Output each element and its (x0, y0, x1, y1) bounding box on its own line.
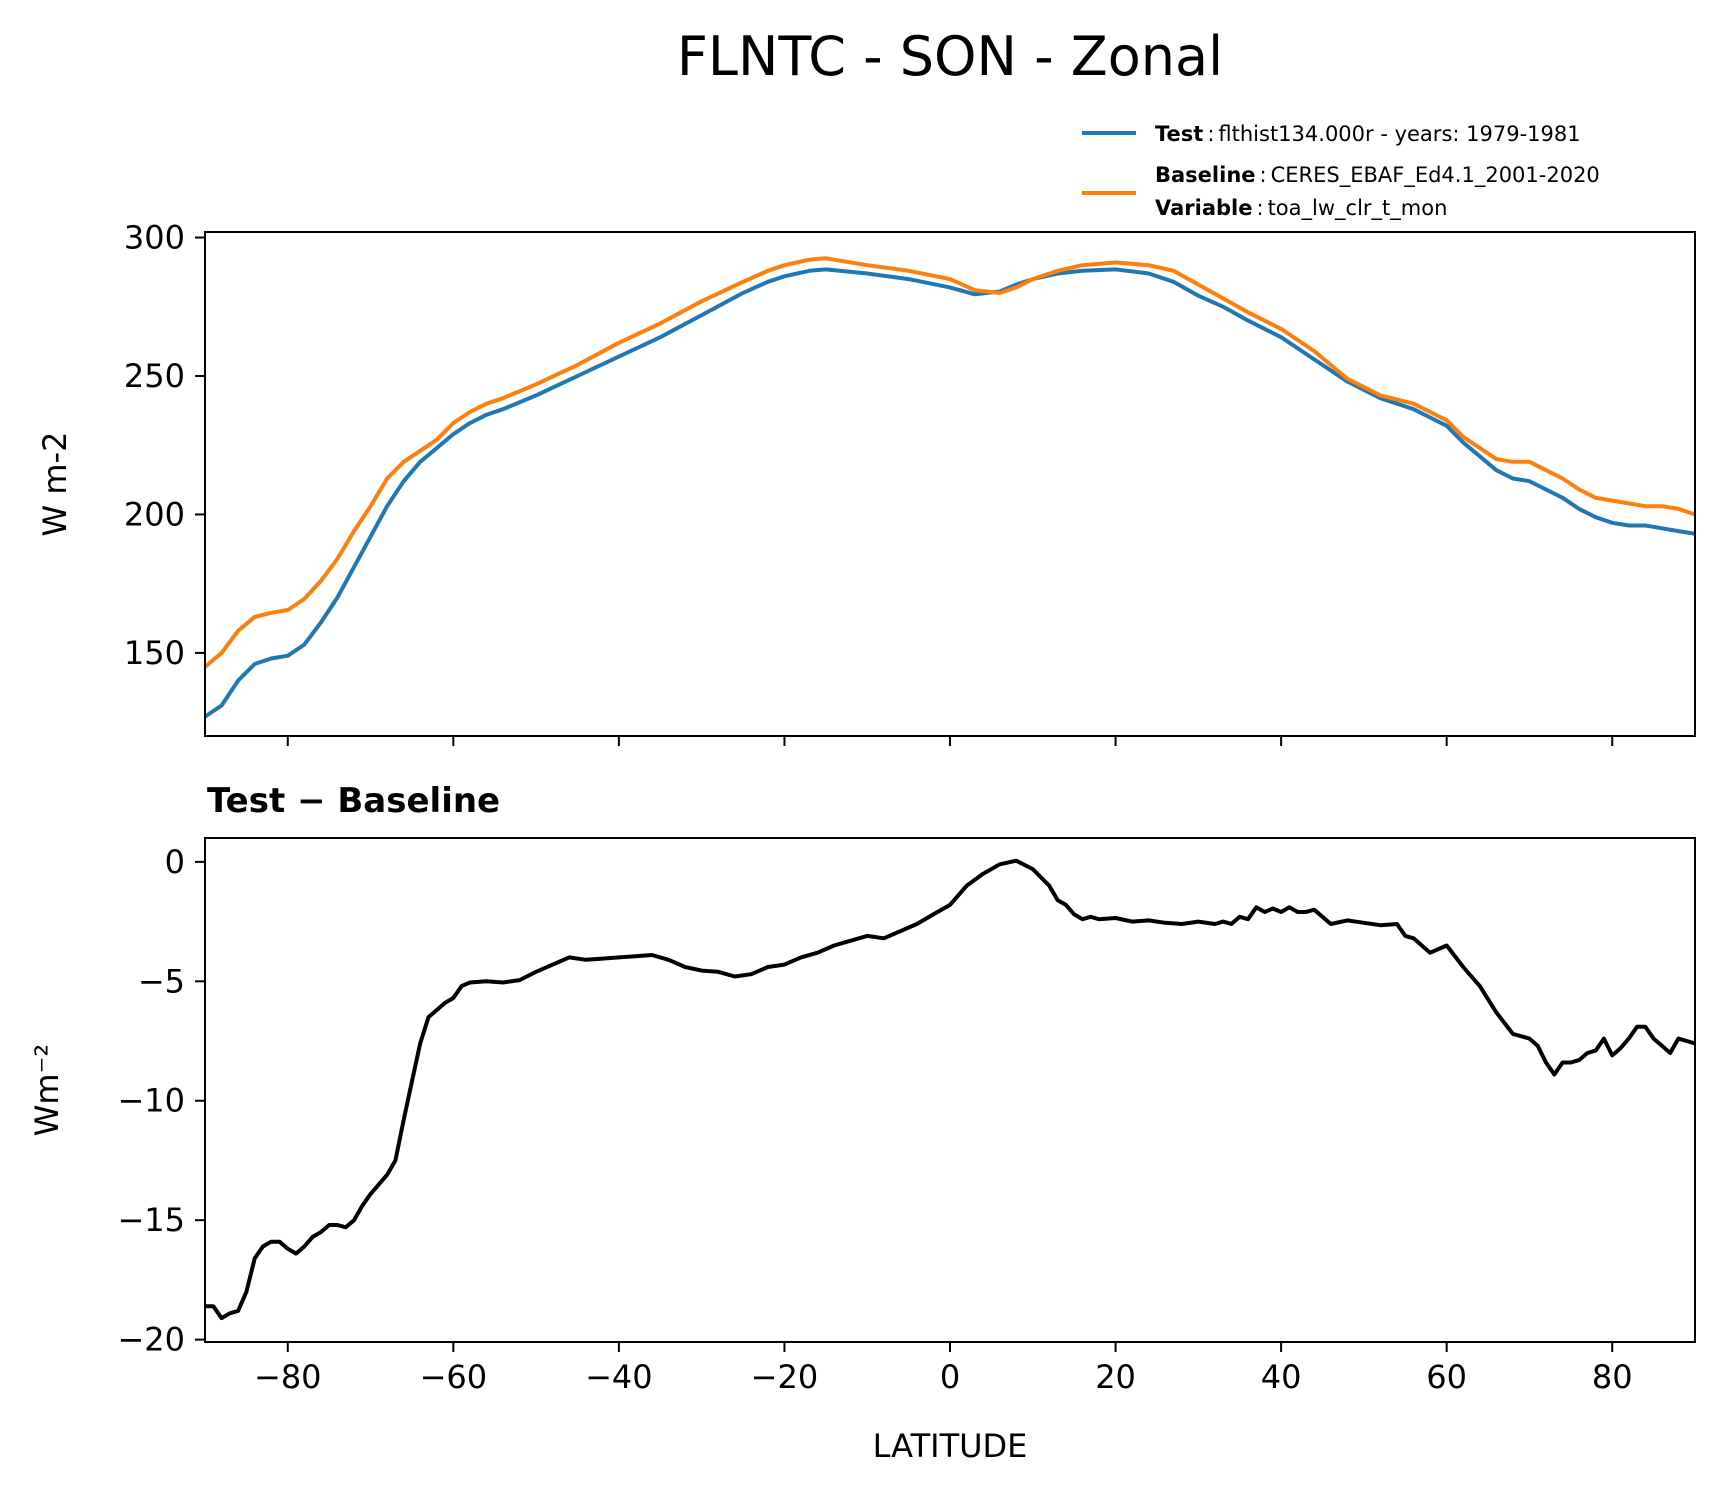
top-series-line-1 (205, 256, 1695, 669)
bottom-y-tick-label: 0 (165, 843, 185, 881)
top-y-axis-label: W m-2 (36, 432, 74, 537)
bottom-y-tick-label: −20 (117, 1321, 185, 1359)
bottom-series-line-0 (205, 858, 1695, 1321)
top-y-tick-label: 200 (124, 495, 185, 533)
bottom-x-ticks: −80 −60 −40 −20 0 20 40 60 80 (254, 1342, 1633, 1396)
top-y-tick-label: 150 (124, 634, 185, 672)
x-axis-label: LATITUDE (873, 1427, 1028, 1465)
legend-entry-baseline: Baseline: CERES_EBAF_Ed4.1_2001-2020 (1155, 163, 1600, 188)
top-series-lines (205, 256, 1695, 719)
x-tick-label: −60 (420, 1358, 488, 1396)
x-tick-label: 80 (1592, 1358, 1633, 1396)
bottom-y-tick-label: −10 (117, 1082, 185, 1120)
x-tick-label: −40 (585, 1358, 653, 1396)
x-tick-label: −80 (254, 1358, 322, 1396)
top-panel: 150 200 250 300 W m-2 (36, 219, 1696, 746)
x-tick-label: 40 (1261, 1358, 1302, 1396)
x-tick-label: 0 (940, 1358, 960, 1396)
legend-entry-variable: Variable: toa_lw_clr_t_mon (1155, 196, 1447, 221)
top-x-ticks (286, 736, 1614, 746)
x-tick-label: 20 (1095, 1358, 1136, 1396)
bottom-y-axis-label: Wm⁻² (28, 1044, 66, 1137)
top-y-tick-label: 300 (124, 219, 185, 257)
bottom-y-tick-label: −5 (138, 962, 185, 1000)
bottom-series-lines (205, 858, 1695, 1321)
x-tick-label: 60 (1426, 1358, 1467, 1396)
bottom-panel: Test − Baseline −80 −60 −40 −20 0 20 40 60 80 −2… (28, 781, 1696, 1465)
bottom-y-tick-label: −15 (117, 1201, 185, 1239)
legend: Test: flthist134.000r - years: 1979-1981 … (1082, 122, 1600, 221)
top-y-tick-label: 250 (124, 357, 185, 395)
bottom-y-ticks: −20 −15 −10 −5 0 (117, 843, 205, 1359)
figure-title: FLNTC - SON - Zonal (677, 25, 1223, 88)
x-tick-label: −20 (751, 1358, 819, 1396)
bottom-panel-title: Test − Baseline (207, 781, 500, 821)
top-y-ticks: 150 200 250 300 (124, 219, 205, 672)
legend-entry-test: Test: flthist134.000r - years: 1979-1981 (1155, 122, 1581, 146)
